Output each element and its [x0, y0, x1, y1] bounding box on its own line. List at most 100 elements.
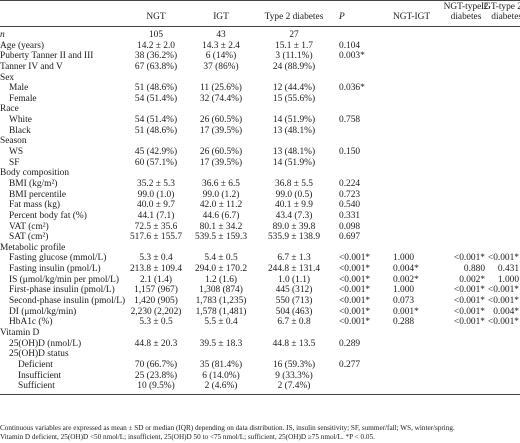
row-label: Vitamin D	[0, 327, 40, 338]
cell-c4: 0.697	[339, 232, 361, 243]
row-label: Metabolic profile	[0, 242, 66, 253]
cell-c2: 80.1 ± 34.2	[199, 221, 243, 232]
cell-c4: <0.001*	[339, 264, 371, 275]
table-row: HbA1c (%) 5.3 ± 0.5 5.5 ± 0.4 6.7 ± 0.8 <0.0…	[0, 317, 520, 328]
cell-c2: 2 (4.6%)	[204, 381, 238, 392]
cell-c6: <0.001*	[453, 317, 485, 328]
header-ngt-igt: NGT-IGT	[393, 12, 431, 22]
cell-c3: 40.1 ± 9.9	[275, 200, 313, 211]
cell-c3: 6.7 ± 1.3	[277, 253, 311, 264]
table-row: Sex	[0, 73, 520, 84]
cell-c1: 51 (48.6%)	[134, 125, 178, 136]
cell-c3: 9 (33.3%)	[275, 370, 313, 381]
cell-c2: 35 (81.4%)	[199, 359, 243, 370]
cell-c3: 550 (713)	[275, 296, 313, 307]
table-row: Body composition	[0, 168, 520, 179]
table-row: SF 60 (57.1%) 17 (39.5%) 14 (51.9%)	[0, 158, 520, 169]
row-label: Tanner IV and V	[0, 61, 63, 72]
cell-c2: 14.3 ± 2.4	[202, 40, 240, 51]
cell-c2: 43	[216, 30, 226, 40]
table-row: 25(OH)D status	[0, 349, 520, 360]
row-label: Male	[9, 83, 29, 94]
cell-c2: 1.2 (1.6)	[204, 274, 238, 285]
cell-c1: 51 (48.6%)	[134, 83, 178, 94]
cell-c3: 24 (88.9%)	[272, 61, 316, 72]
cell-c4: 0.540	[339, 200, 361, 211]
table-body: n 105 43 27 Age (years) 14.2 ± 2.0 14.3 ± 2.4 1…	[0, 27, 520, 392]
cell-c5: 0.288	[393, 317, 415, 328]
row-label: Deficient	[18, 359, 53, 370]
cell-c6: <0.001*	[453, 306, 485, 317]
row-label: SAT (cm²)	[9, 232, 49, 243]
row-label: 25(OH)D (nmol/L)	[9, 338, 82, 349]
cell-c7: 0.431	[497, 264, 519, 275]
row-label: First-phase insulin (pmol/L)	[9, 285, 115, 296]
table-header: NGT IGT Type 2 diabetes P NGT-IGT NGT-ty…	[0, 0, 520, 27]
cell-c4: <0.001*	[339, 306, 371, 317]
cell-c1: 40.0 ± 9.7	[137, 200, 175, 211]
cell-c1: 60 (57.1%)	[134, 157, 178, 168]
row-label: Insufficient	[18, 370, 62, 381]
cell-c1: 10 (9.5%)	[137, 381, 175, 392]
cell-c7: <0.001*	[487, 296, 519, 307]
footnote-line-2: Vitamin D deficient, 25(OH)D <50 nmol/L;…	[0, 433, 375, 442]
row-label: Female	[9, 93, 37, 104]
cell-c3: 27	[289, 30, 299, 40]
cell-c3: 36.8 ± 5.5	[275, 178, 313, 189]
row-label: Fat mass (kg)	[9, 200, 61, 211]
table-row: IS (μmol/kg/min per pmol/L) 2.1 (1.4) 1.2 …	[0, 275, 520, 286]
cell-c2: 26 (60.5%)	[199, 115, 243, 126]
table-row: Black 51 (48.6%) 17 (39.5%) 13 (48.1%)	[0, 126, 520, 137]
cell-c4: 0.104	[339, 40, 361, 51]
cell-c1: 213.8 ± 109.4	[129, 264, 183, 275]
bottom-rule	[0, 393, 520, 395]
row-label: White	[9, 115, 32, 126]
row-label: Age (years)	[0, 40, 44, 51]
footnote-line-1: Continuous variables are expressed as me…	[0, 424, 455, 432]
cell-c4: <0.001*	[339, 253, 371, 264]
row-label: Body composition	[0, 168, 70, 179]
cell-c5: 0.001*	[393, 306, 419, 317]
cell-c4: <0.001*	[339, 317, 371, 328]
row-label: Second-phase insulin (pmol/L)	[9, 296, 126, 307]
cell-c1: 54 (51.4%)	[134, 93, 178, 104]
cell-c6: <0.001*	[453, 285, 485, 296]
cell-c1: 54 (51.4%)	[134, 115, 178, 126]
table-row: VAT (cm²) 72.5 ± 35.6 80.1 ± 34.2 89.0 ± 39…	[0, 222, 520, 233]
cell-c7: 0.004*	[493, 306, 519, 317]
cell-c5: 0.004*	[393, 264, 419, 275]
cell-c3: 2 (7.4%)	[277, 381, 311, 392]
table-row: DI (μmol/kg/min) 2,230 (2,202) 1,578 (1,48…	[0, 307, 520, 318]
cell-c4: <0.001*	[339, 296, 371, 307]
cell-c2: 26 (60.5%)	[199, 147, 243, 158]
cell-c4: 0.150	[339, 147, 361, 158]
row-label: HbA1c (%)	[9, 317, 53, 328]
cell-c3: 445 (312)	[275, 285, 313, 296]
cell-c5: 1.000	[393, 253, 415, 264]
table-row: SAT (cm²) 517.6 ± 155.7 539.5 ± 159.3 535.9…	[0, 232, 520, 243]
cell-c3: 13 (48.1%)	[272, 125, 316, 136]
cell-c6: 0.880	[463, 264, 485, 275]
cell-c3: 14 (51.9%)	[272, 157, 316, 168]
table-row: BMI (kg/m²) 35.2 ± 5.3 36.6 ± 6.5 36.8 ± 5.…	[0, 179, 520, 190]
cell-c3: 15 (55.6%)	[272, 93, 316, 104]
row-label: IS (μmol/kg/min per pmol/L)	[9, 274, 119, 285]
header-igt-type2-line2: diabetes	[491, 12, 520, 22]
header-ngt-type2-line2: diabetes	[450, 12, 482, 22]
table-row: BMI percentile 99.0 (1.0) 99.0 (1.2) 99.0 (…	[0, 190, 520, 201]
table-row: Race	[0, 104, 520, 115]
cell-c2: 6 (14%)	[205, 51, 237, 62]
cell-c6: <0.001*	[453, 253, 485, 264]
cell-c1: 72.5 ± 35.6	[134, 221, 178, 232]
cell-c1: 44.8 ± 20.3	[134, 338, 178, 349]
cell-c1: 2.1 (1.4)	[139, 274, 173, 285]
cell-c1: 1,420 (905)	[134, 296, 178, 307]
row-label: SF	[9, 157, 20, 168]
table-row: 25(OH)D (nmol/L) 44.8 ± 20.3 39.5 ± 18.3 44…	[0, 339, 520, 350]
cell-c3: 44.8 ± 13.5	[272, 338, 316, 349]
cell-c3: 16 (59.3%)	[272, 359, 316, 370]
cell-c1: 35.2 ± 5.3	[137, 178, 175, 189]
cell-c3: 89.0 ± 39.8	[272, 221, 316, 232]
table-row: n 105 43 27	[0, 30, 520, 41]
table-row: Male 51 (48.6%) 11 (25.6%) 12 (44.4%) 0.036*	[0, 83, 520, 94]
